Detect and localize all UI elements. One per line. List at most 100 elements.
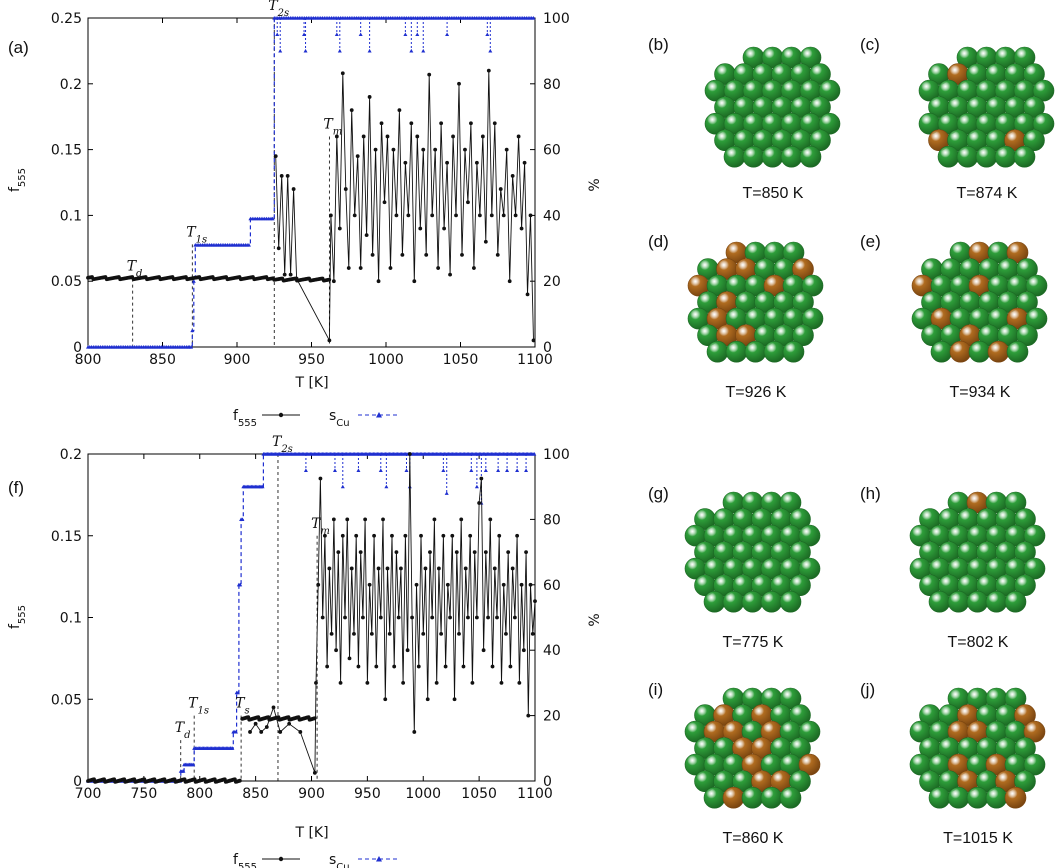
f555-marker <box>331 279 336 284</box>
cluster-caption-e: T=934 K <box>950 384 1011 401</box>
f555-marker <box>403 160 408 165</box>
f555-marker <box>248 730 252 734</box>
f555-marker <box>338 681 343 685</box>
chart-f-legend-f555-marker <box>278 856 284 862</box>
ni-atom <box>789 574 811 597</box>
scu-marker <box>240 517 245 521</box>
f555-marker <box>445 582 450 587</box>
scu-dip-marker <box>340 484 345 489</box>
y-right-tick-label: 60 <box>543 143 561 159</box>
chart-a-ylabel-right: % <box>587 178 603 191</box>
chart-a-reference-lines <box>132 18 330 347</box>
ni-atom <box>1014 574 1036 597</box>
cluster-caption-h: T=802 K <box>948 634 1009 651</box>
chart-f-legend-scu-label: sCu <box>329 852 350 868</box>
ni-atom <box>801 274 824 297</box>
f555-marker <box>405 648 410 653</box>
f555-marker <box>528 213 533 218</box>
ni-atom <box>798 524 821 547</box>
f555-marker <box>480 134 485 139</box>
f555-marker <box>466 200 470 205</box>
f555-marker <box>432 517 437 522</box>
ni-atom <box>761 145 784 168</box>
y-right-tick-label: 0 <box>543 340 552 356</box>
annotation-label: T1s <box>186 224 207 245</box>
ni-atom <box>1025 307 1048 330</box>
cluster-label-h: (h) <box>860 484 881 503</box>
x-tick-label: 850 <box>149 352 176 368</box>
ni-atom <box>975 145 998 168</box>
f555-marker <box>382 200 387 205</box>
f555-marker <box>501 213 506 218</box>
f555-marker <box>363 517 368 522</box>
f555-marker <box>352 213 357 218</box>
f555-marker <box>331 517 336 522</box>
f555-marker <box>397 108 402 113</box>
f555-marker <box>479 476 484 481</box>
f555-marker <box>531 338 536 343</box>
ni-atom <box>1006 340 1029 363</box>
scu-dip-marker <box>515 468 520 472</box>
f555-marker <box>287 721 292 726</box>
f555-marker <box>364 233 369 238</box>
f555-marker <box>358 266 363 270</box>
f555-marker <box>533 599 537 604</box>
ni-atom <box>779 687 802 710</box>
f555-marker <box>418 226 423 231</box>
f555-marker <box>488 517 493 522</box>
ni-atom <box>1023 96 1045 118</box>
scu-dip-marker <box>356 468 361 472</box>
scu-dip-marker <box>474 484 479 489</box>
y-left-tick-label: 0.1 <box>60 611 82 627</box>
scu-dip-marker <box>421 48 426 53</box>
f555-marker <box>445 160 449 165</box>
chart-a-f555-series <box>86 68 536 343</box>
f555-marker <box>489 213 494 218</box>
ni-atom <box>760 786 783 809</box>
scu-dip-marker <box>337 48 342 53</box>
f555-marker <box>504 631 508 636</box>
ni-atom <box>994 145 1017 168</box>
f555-marker <box>423 566 428 571</box>
f555-marker <box>314 681 318 685</box>
scu-dip-marker <box>444 491 449 495</box>
f555-marker <box>372 533 376 538</box>
chart-f-ticks: 700 750 800 850 900 950 1000 1050 110000.050.10.… <box>51 447 570 802</box>
f555-marker <box>515 533 520 538</box>
f555-marker <box>320 615 325 620</box>
f555-marker <box>468 533 473 538</box>
x-tick-label: 700 <box>75 786 102 802</box>
ni-atom <box>928 590 951 613</box>
f555-marker <box>374 664 379 669</box>
ni-atom <box>966 786 989 809</box>
f555-marker <box>448 615 452 620</box>
ni-atom <box>744 340 767 363</box>
cluster-image-g: (g) T=775 K <box>648 484 821 651</box>
f555-marker <box>354 533 359 538</box>
f555-marker <box>460 252 464 257</box>
ni-atom <box>789 704 811 726</box>
f555-marker <box>318 476 323 481</box>
ni-atom <box>930 340 953 363</box>
chart-a-legend-f555-marker <box>278 412 284 418</box>
f555-marker <box>327 566 332 571</box>
x-tick-label: 1000 <box>405 786 441 802</box>
f555-marker <box>424 252 429 257</box>
y-right-tick-label: 100 <box>543 11 570 27</box>
f555-marker <box>452 697 457 702</box>
cluster-caption-j: T=1015 K <box>943 830 1013 847</box>
x-tick-label: 1100 <box>517 786 553 802</box>
f555-marker <box>457 81 461 86</box>
f555-marker <box>513 213 518 218</box>
f555-marker <box>385 134 390 139</box>
y-right-tick-label: 80 <box>543 77 561 93</box>
f555-marker <box>355 154 360 159</box>
ni-atom <box>741 786 764 809</box>
chart-a: 800 850 900 950 1000 1050 110000.050.10.150.20… <box>7 0 603 429</box>
ni-atom <box>1032 79 1055 102</box>
ni-atom <box>1004 590 1027 613</box>
f555-marker <box>392 664 397 669</box>
ni-atom <box>779 786 802 809</box>
f555-marker <box>336 550 341 554</box>
f555-marker <box>474 160 479 165</box>
